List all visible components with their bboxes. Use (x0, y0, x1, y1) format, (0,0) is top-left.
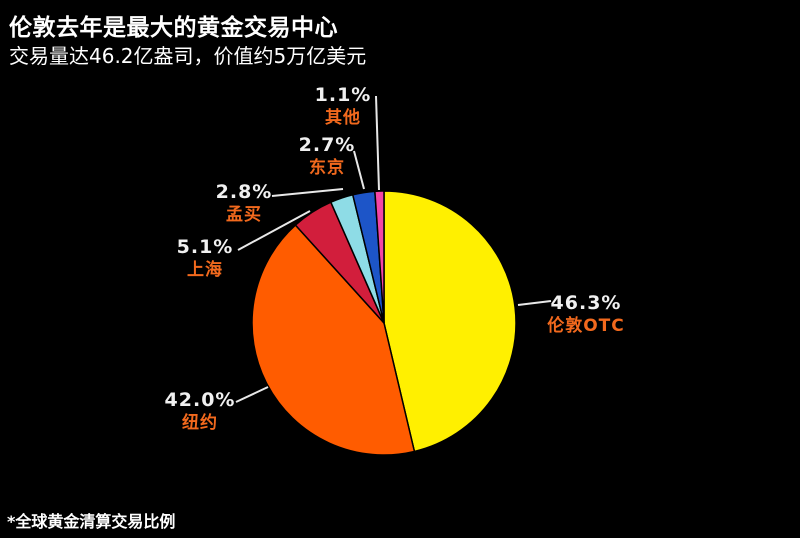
slice-percent-other: 1.1% (314, 84, 372, 106)
slice-name-new-york: 纽约 (182, 412, 218, 433)
leader-line-3 (237, 210, 311, 251)
slice-label-other: 1.1% 其他 (273, 85, 413, 128)
chart-footnote: *全球黄金清算交易比例 (7, 512, 176, 531)
leader-line-5 (353, 150, 365, 190)
slice-label-shanghai: 5.1% 上海 (135, 237, 275, 280)
pie-slice-1 (383, 190, 517, 453)
leader-line-4 (271, 188, 344, 197)
slice-percent-new-york: 42.0% (164, 389, 236, 411)
slice-name-mumbai: 孟买 (226, 204, 262, 225)
slice-percent-shanghai: 5.1% (176, 236, 234, 258)
slice-percent-london-otc: 46.3% (550, 292, 622, 314)
leader-line-2 (235, 386, 269, 403)
slice-name-tokyo: 东京 (309, 157, 345, 178)
chart-subtitle: 交易量达46.2亿盎司，价值约5万亿美元 (9, 44, 367, 68)
pie-slice-2 (251, 224, 416, 456)
leader-line-1 (517, 300, 552, 306)
leader-line-6 (375, 95, 380, 191)
slice-name-shanghai: 上海 (187, 259, 223, 280)
slice-label-mumbai: 2.8% 孟买 (174, 182, 314, 225)
slice-name-other: 其他 (325, 107, 361, 128)
slice-label-tokyo: 2.7% 东京 (257, 135, 397, 178)
slice-label-new-york: 42.0% 纽约 (130, 390, 270, 433)
slice-percent-mumbai: 2.8% (215, 181, 273, 203)
pie-slice-6 (374, 190, 385, 324)
slice-percent-tokyo: 2.7% (298, 134, 356, 156)
chart-title: 伦敦去年是最大的黄金交易中心 (9, 15, 338, 41)
slice-name-london-otc: 伦敦OTC (547, 315, 625, 336)
slice-label-london-otc: 46.3% 伦敦OTC (516, 293, 656, 336)
